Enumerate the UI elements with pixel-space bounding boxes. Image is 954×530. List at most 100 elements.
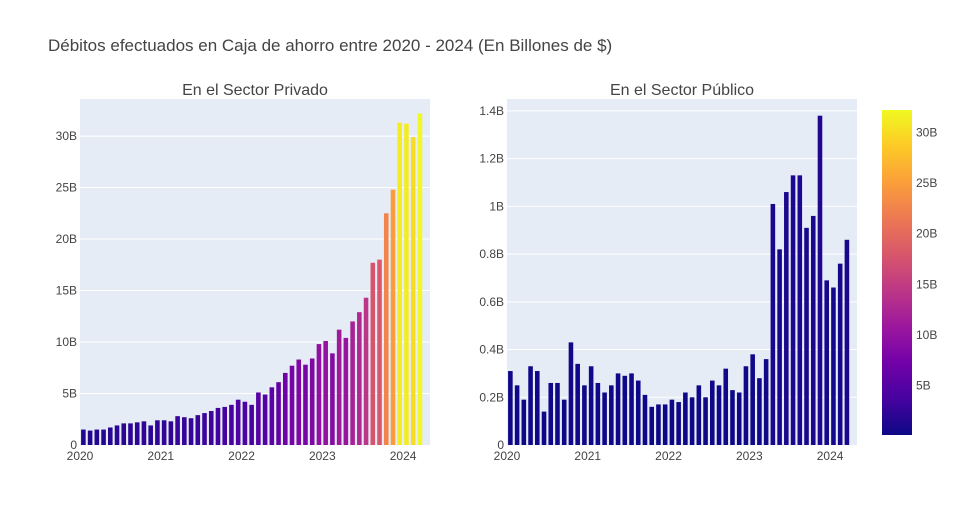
public-bar [642,394,648,445]
left-subplot-title: En el Sector Privado [182,82,328,99]
public-y-tick-label: 0.2B [479,390,504,404]
private-bar [269,387,275,445]
public-bar [521,399,527,445]
private-bar [417,113,423,446]
private-bar [235,399,241,445]
private-bar [410,137,416,445]
public-bar [683,392,688,445]
private-bar [357,312,362,445]
colorbar-gradient [882,110,912,435]
public-bar [763,359,769,445]
colorbar: 5B 10B 15B 20B 25B 30B [882,110,937,435]
public-y-tick-label: 0.4B [479,343,504,357]
public-bar [662,404,668,445]
private-bar [242,401,248,445]
private-bar [316,344,322,445]
public-bar [696,385,702,445]
private-bar [182,417,187,445]
private-y-tick-label: 20B [56,232,77,246]
private-bar [134,422,140,445]
private-bar [101,429,106,445]
public-bar [797,175,803,446]
public-bar [810,215,816,445]
public-bar [514,385,520,445]
private-bar [256,392,261,445]
private-bar [350,321,355,445]
private-x-tick-label: 2022 [228,449,255,463]
public-y-tick-label: 1B [489,199,504,213]
private-bar [363,297,369,445]
public-bar [595,382,601,445]
private-bar [94,429,100,445]
private-bar [168,421,174,445]
public-bar [689,397,695,445]
private-bar [175,416,180,445]
public-bar [541,411,547,445]
public-bar [528,366,533,445]
public-bar [750,354,755,445]
private-y-tick-label: 5B [62,387,77,401]
private-bar [108,427,113,445]
private-bar [262,394,268,445]
public-x-tick-label: 2020 [494,449,521,463]
public-bar [676,402,681,445]
public-bar [844,239,850,445]
public-bar [757,378,762,445]
public-bar [716,385,722,445]
public-y-tick-label: 1.2B [479,152,504,166]
colorbar-tick-label: 5B [916,379,931,393]
private-bar [343,337,349,445]
public-bar [622,375,628,445]
public-bar [831,287,836,445]
private-bar [128,423,133,446]
public-bar [561,399,567,445]
private-bar [249,404,254,445]
public-bar [703,397,708,445]
public-bar [602,392,607,445]
private-bar [161,420,167,445]
private-bar [323,340,328,445]
chart-title: Débitos efectuados en Caja de ahorro ent… [48,36,612,55]
public-bar [548,382,554,445]
public-bar [723,368,729,445]
private-bar [303,364,308,445]
private-y-tick-label: 0 [70,438,77,452]
private-bar [296,359,302,445]
public-bar [615,373,621,445]
private-bar [404,123,409,446]
public-bar [508,371,513,445]
private-bar [188,418,194,445]
public-x-tick-label: 2023 [736,449,763,463]
public-bar [817,115,823,445]
private-bar [229,404,234,445]
public-y-tick-label: 0.6B [479,295,504,309]
public-bar [743,366,749,445]
public-x-tick-label: 2024 [817,449,844,463]
private-bar [370,262,376,445]
private-sector-plot: 0 5B 10B 15B 20B 25B 30B 2020 2021 2022 2023 2024 [56,99,430,463]
public-bar [575,363,580,445]
public-sector-plot: 0 0.2B 0.4B 0.6B 0.8B 1B 1.2B 1.4B 2020 2021 2022 2… [479,99,857,463]
public-bar [568,342,574,445]
private-bar [141,421,147,445]
public-bar [582,385,587,445]
private-bar [377,259,382,445]
public-bar [736,392,742,445]
private-x-tick-label: 2021 [147,449,174,463]
private-x-tick-label: 2024 [390,449,417,463]
public-bar [649,406,654,445]
public-bar [635,380,641,445]
private-bar [309,358,315,445]
colorbar-tick-label: 25B [916,176,937,190]
private-bar [195,415,201,445]
public-y-tick-label: 0 [497,438,504,452]
private-x-tick-label: 2023 [309,449,336,463]
private-bar [390,189,396,445]
private-y-tick-label: 30B [56,129,77,143]
private-y-tick-label: 15B [56,284,77,298]
public-y-tick-label: 0.8B [479,247,504,261]
colorbar-tick-label: 30B [916,125,937,139]
public-bar [656,404,661,445]
